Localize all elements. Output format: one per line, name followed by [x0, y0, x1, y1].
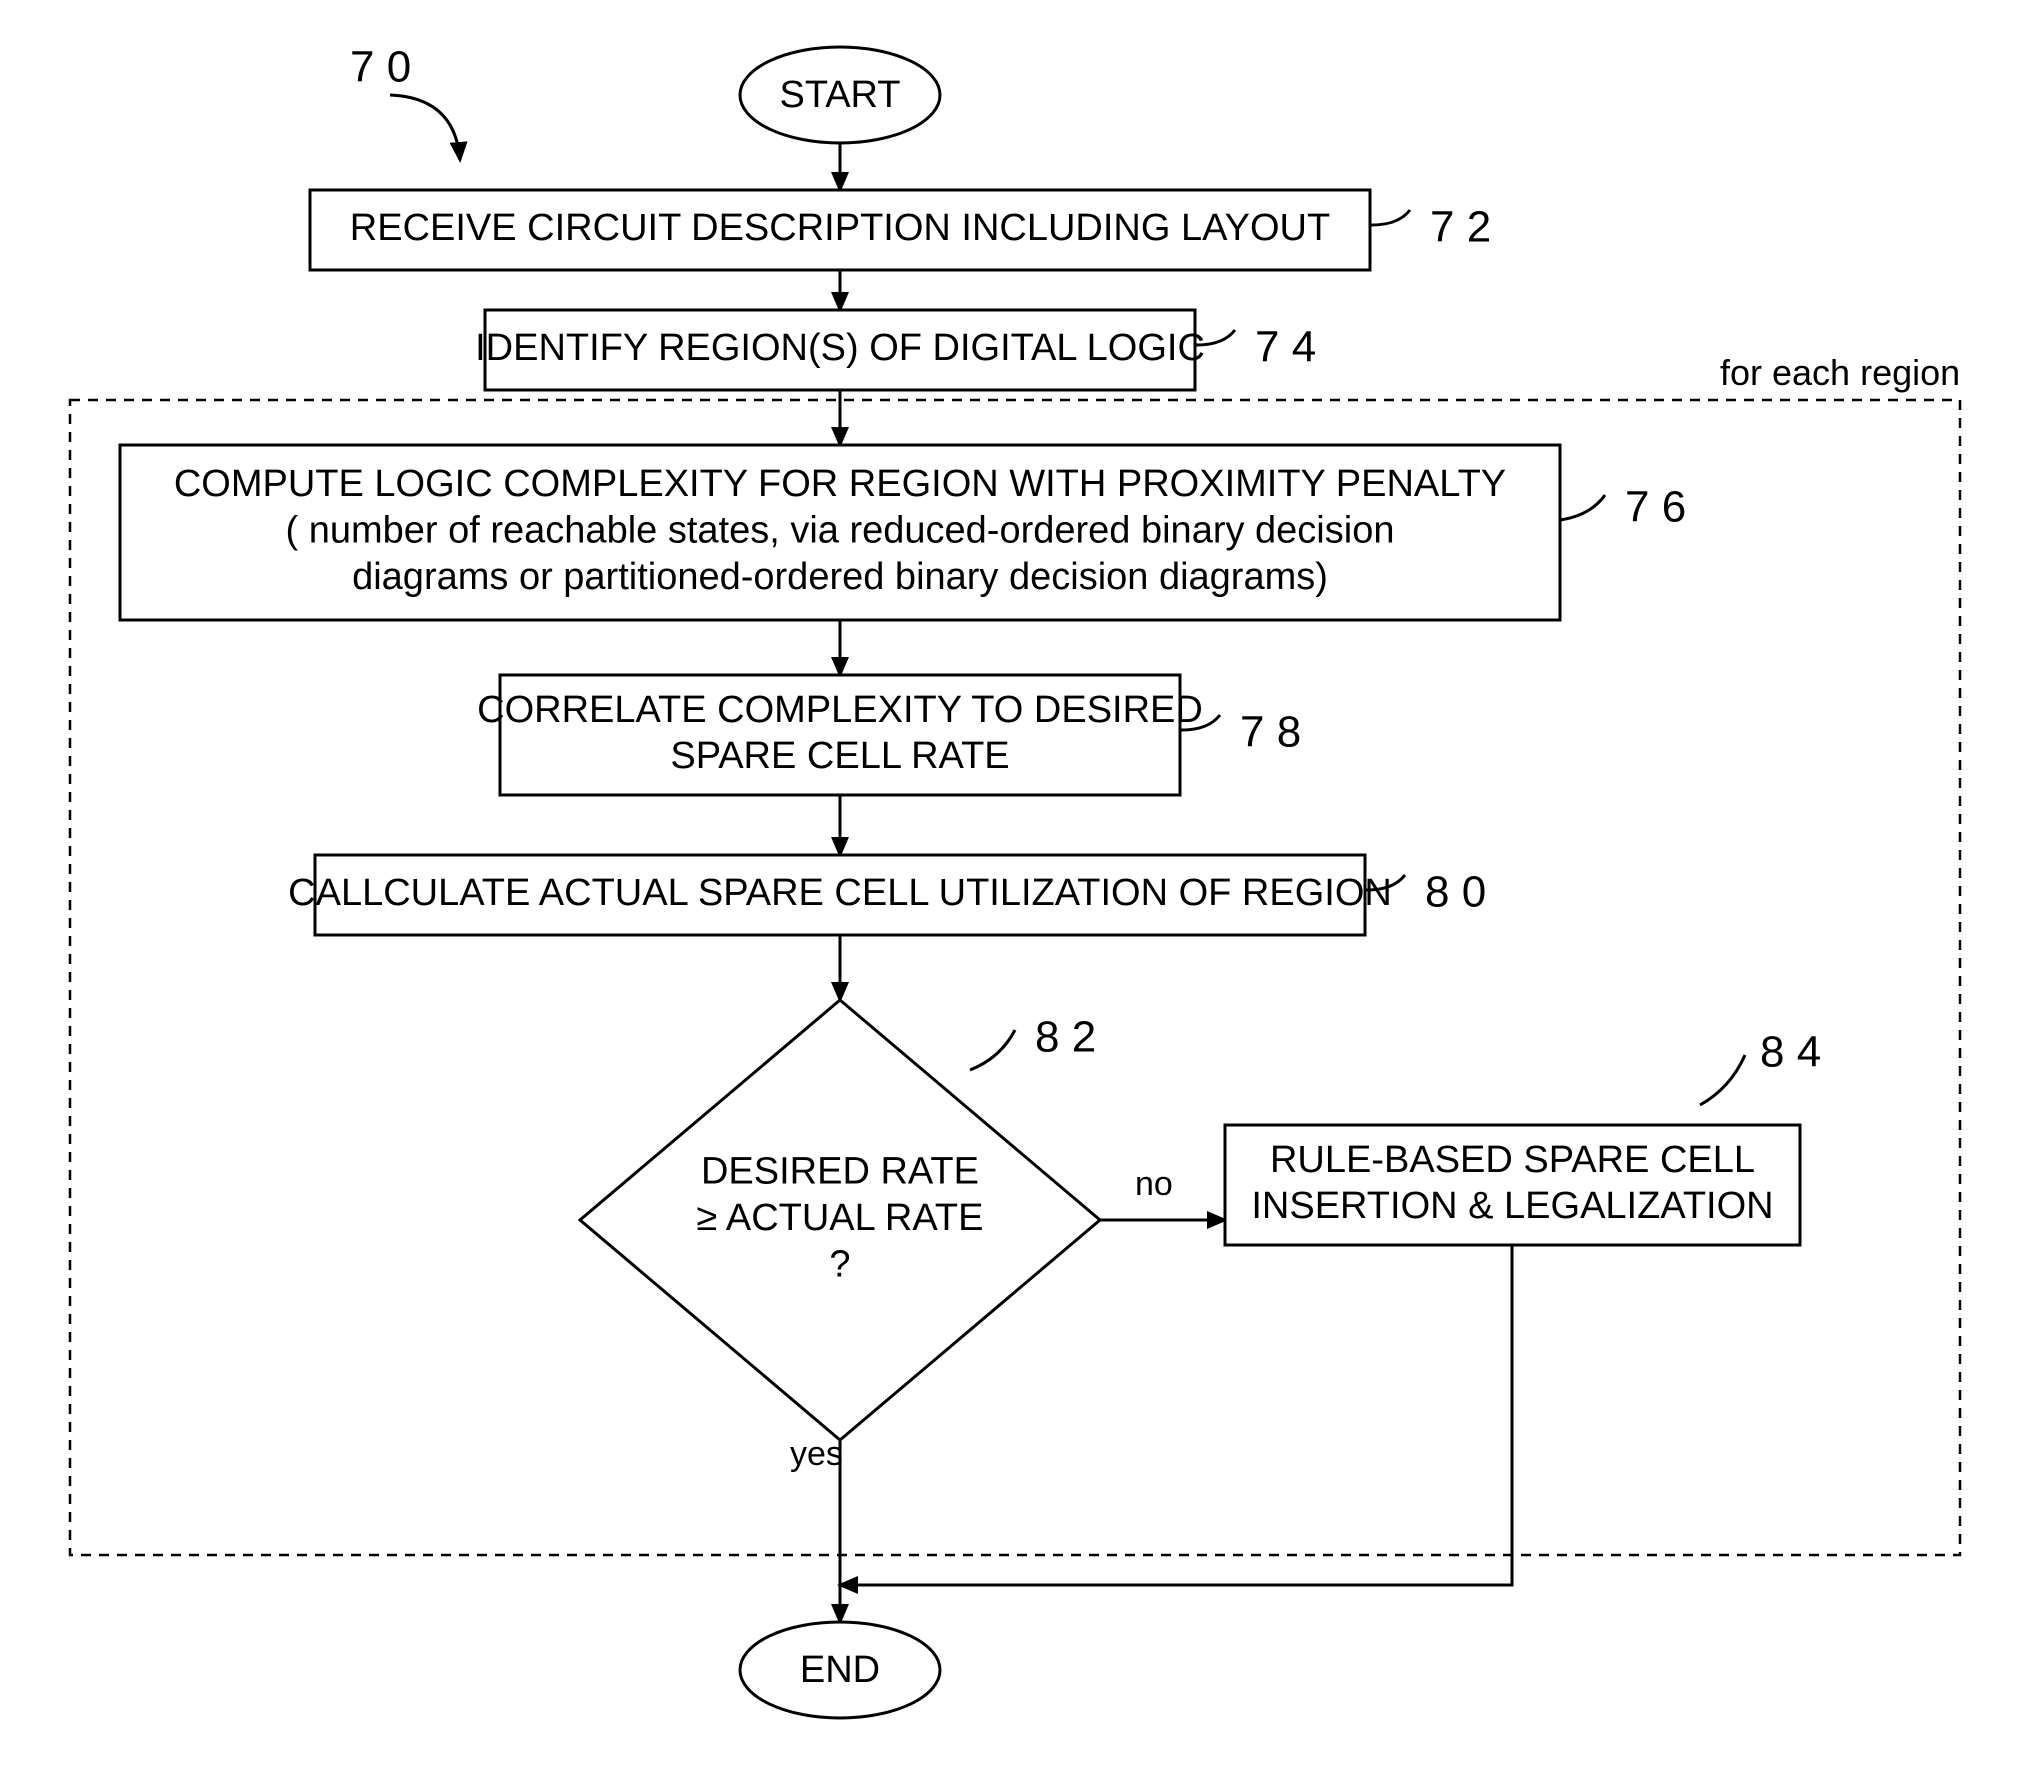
node-n84-line-0: RULE-BASED SPARE CELL — [1270, 1139, 1755, 1181]
ref-70: 7 0 — [350, 43, 411, 92]
node-n78-line-1: SPARE CELL RATE — [670, 735, 1009, 777]
edge-label-no: no — [1135, 1165, 1173, 1203]
node-n74: IDENTIFY REGION(S) OF DIGITAL LOGIC — [475, 310, 1205, 390]
node-n72: RECEIVE CIRCUIT DESCRIPTION INCLUDING LA… — [310, 190, 1370, 270]
node-end: END — [740, 1622, 940, 1718]
ref-70-leader — [390, 95, 460, 160]
node-n76-line-1: ( number of reachable states, via reduce… — [286, 510, 1395, 552]
ref-n74: 7 4 — [1255, 323, 1316, 372]
node-n76-line-0: COMPUTE LOGIC COMPLEXITY FOR REGION WITH… — [174, 463, 1506, 505]
ref-n82-leader — [970, 1030, 1015, 1070]
node-n84-line-1: INSERTION & LEGALIZATION — [1251, 1185, 1773, 1227]
node-n76: COMPUTE LOGIC COMPLEXITY FOR REGION WITH… — [120, 445, 1560, 620]
ref-n80: 8 0 — [1425, 868, 1486, 917]
ref-n76-leader — [1560, 495, 1605, 520]
node-n82: DESIRED RATE≥ ACTUAL RATE? — [580, 1000, 1100, 1440]
node-n76-line-2: diagrams or partitioned-ordered binary d… — [352, 556, 1328, 598]
node-n82-line-1: ≥ ACTUAL RATE — [697, 1197, 984, 1239]
node-n82-line-2: ? — [829, 1243, 850, 1285]
flowchart: for each region no yes START RECEIVE CIRCU… — [0, 0, 2034, 1770]
ref-n82: 8 2 — [1035, 1013, 1096, 1062]
node-n80-line-0: CALLCULATE ACTUAL SPARE CELL UTILIZATION… — [288, 872, 1392, 914]
ref-n76: 7 6 — [1625, 483, 1686, 532]
node-n78-line-0: CORRELATE COMPLEXITY TO DESIRED — [477, 689, 1203, 731]
ref-n72: 7 2 — [1430, 203, 1491, 252]
node-n84: RULE-BASED SPARE CELLINSERTION & LEGALIZ… — [1225, 1125, 1800, 1245]
ref-n72-leader — [1370, 210, 1410, 225]
region-label: for each region — [1720, 352, 1960, 393]
node-start-label: START — [779, 74, 900, 116]
ref-n84-leader — [1700, 1055, 1745, 1105]
node-n74-line-0: IDENTIFY REGION(S) OF DIGITAL LOGIC — [475, 327, 1205, 369]
node-n72-line-0: RECEIVE CIRCUIT DESCRIPTION INCLUDING LA… — [350, 207, 1330, 249]
node-n80: CALLCULATE ACTUAL SPARE CELL UTILIZATION… — [288, 855, 1392, 935]
node-n82-line-0: DESIRED RATE — [701, 1151, 979, 1193]
node-start: START — [740, 47, 940, 143]
node-end-label: END — [800, 1649, 880, 1691]
ref-n78: 7 8 — [1240, 708, 1301, 757]
ref-n84: 8 4 — [1760, 1028, 1821, 1077]
edge-label-yes: yes — [790, 1435, 843, 1473]
node-n78: CORRELATE COMPLEXITY TO DESIREDSPARE CEL… — [477, 675, 1203, 795]
